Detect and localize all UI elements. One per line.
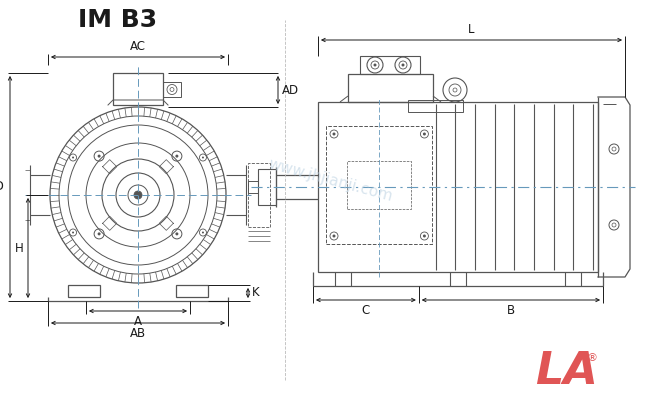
Bar [408,100,463,112]
Text: H: H [15,242,24,254]
Circle shape [134,191,142,199]
Circle shape [202,156,204,158]
Bar [68,285,100,297]
Circle shape [374,64,376,66]
Circle shape [402,64,404,66]
Text: LA: LA [536,350,599,394]
Circle shape [202,232,204,234]
Text: L: L [468,23,474,36]
Bar [176,285,208,297]
Bar [318,102,598,272]
Bar [326,126,432,244]
Bar [163,82,181,97]
Bar [348,74,433,102]
Circle shape [176,232,178,235]
Circle shape [423,132,426,136]
Bar [258,169,276,205]
Bar [248,163,270,227]
Circle shape [423,234,426,238]
Text: IM B3: IM B3 [79,8,157,32]
Text: K: K [252,286,259,300]
Text: AD: AD [282,84,299,96]
Text: C: C [362,304,370,317]
Circle shape [333,132,335,136]
Circle shape [72,232,74,234]
Bar [360,56,420,74]
Circle shape [98,232,101,235]
Text: AB: AB [130,327,146,340]
Text: www.jhjianji.com: www.jhjianji.com [266,156,394,204]
Text: HD: HD [0,180,5,194]
Circle shape [333,234,335,238]
Text: B: B [507,304,515,317]
Text: A: A [134,315,142,328]
Text: AC: AC [130,40,146,53]
Bar [347,161,411,209]
Text: ®: ® [587,353,598,363]
Circle shape [176,155,178,158]
Circle shape [72,156,74,158]
Circle shape [98,155,101,158]
Bar [113,73,163,105]
